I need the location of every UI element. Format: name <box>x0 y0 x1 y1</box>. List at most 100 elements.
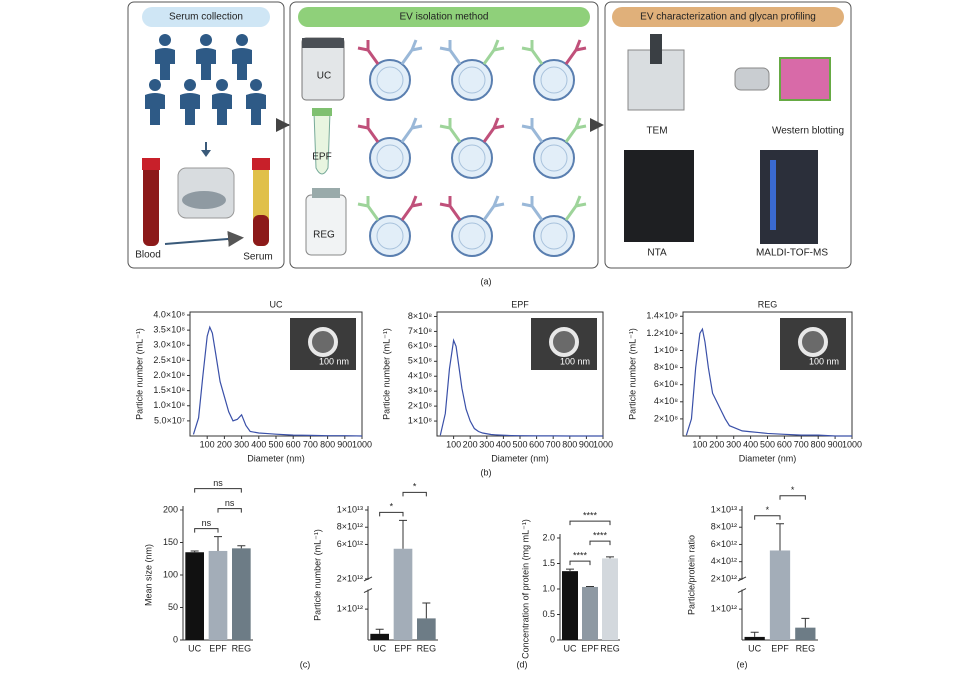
y-tick-label: 8×10⁸ <box>408 311 432 321</box>
y-tick-label: 2×10⁸ <box>408 400 432 410</box>
x-tick-label: 700 <box>303 439 318 449</box>
y-tick-label: 2×10¹² <box>337 573 363 583</box>
uc-machine <box>302 38 344 48</box>
y-tick-label: 1.5×10⁸ <box>153 385 185 395</box>
y-tick-label: 6×10¹² <box>337 539 363 549</box>
person <box>212 93 232 125</box>
x-tick-label: 700 <box>546 439 561 449</box>
panel-label: (e) <box>737 659 748 669</box>
nta-icon <box>624 150 694 242</box>
y-tick-label: 3×10⁸ <box>408 386 432 396</box>
glycan <box>400 117 423 143</box>
y-tick-label: 4×10¹² <box>711 556 737 566</box>
chart-title: UC <box>270 299 283 309</box>
y-tick-label: 1×10¹² <box>337 604 363 614</box>
glycan <box>400 39 423 65</box>
tube-cap <box>142 158 160 170</box>
sig-bracket <box>569 520 611 526</box>
y-tick-label: 6×10⁸ <box>654 379 678 389</box>
y-tick-label: 4×10⁸ <box>654 396 678 406</box>
y-tick-label: 50 <box>168 602 178 612</box>
bar <box>370 633 389 640</box>
glycan <box>439 40 462 65</box>
ev <box>376 66 404 94</box>
y-tick-label: 8×10¹² <box>337 522 363 532</box>
ev <box>458 222 486 250</box>
x-tick-label: 400 <box>496 439 511 449</box>
scale-bar-label: 100 nm <box>809 356 839 366</box>
y-tick-label: 2.0×10⁸ <box>153 370 185 380</box>
ev <box>458 66 486 94</box>
tem-inset <box>549 327 579 357</box>
y-tick-label: 1.0 <box>542 583 555 593</box>
y-tick-label: 0 <box>173 634 178 644</box>
person <box>149 79 161 91</box>
x-tick-label: 500 <box>760 439 775 449</box>
ev <box>533 137 575 179</box>
glycan <box>439 118 462 143</box>
ev <box>451 137 493 179</box>
reg-bottle <box>305 194 347 256</box>
x-tick-label: 300 <box>479 439 494 449</box>
sig-label: * <box>390 502 394 512</box>
y-tick-label: 8×10¹² <box>711 522 737 532</box>
x-tick-label: EPF <box>394 643 412 653</box>
y-tick-label: 1.5 <box>542 558 555 568</box>
sig-bracket <box>194 488 242 493</box>
ev <box>451 215 493 257</box>
error-bar <box>214 536 222 551</box>
glycan <box>521 40 544 65</box>
y-tick-label: 0.5 <box>542 609 555 619</box>
person <box>250 79 262 91</box>
axis-break <box>363 588 373 594</box>
bar <box>208 550 228 640</box>
maldi-icon <box>770 160 776 230</box>
y-axis-label: Particle/protein ratio <box>686 535 696 615</box>
y-tick-label: 5.0×10⁷ <box>154 415 185 425</box>
bar <box>232 548 251 640</box>
epf-tube <box>312 108 332 116</box>
x-tick-label: 900 <box>337 439 352 449</box>
ev <box>540 144 568 172</box>
bar <box>185 552 204 640</box>
y-tick-label: 2×10¹² <box>711 573 737 583</box>
epf-tube <box>313 111 331 175</box>
x-tick-label: 200 <box>463 439 478 449</box>
instrument-label: TEM <box>646 126 667 137</box>
header-pill <box>142 7 270 27</box>
ev <box>369 215 411 257</box>
people-icons <box>145 34 266 125</box>
y-tick-label: 1×10⁸ <box>408 415 432 425</box>
x-tick-label: UC <box>373 643 386 653</box>
y-axis-label: Mean size (nm) <box>143 544 153 606</box>
error-bar <box>399 519 407 549</box>
chart-title: REG <box>758 299 778 309</box>
method-label: UC <box>317 71 331 82</box>
x-tick-label: REG <box>417 643 437 653</box>
glycan <box>357 196 380 221</box>
sig-label: ns <box>225 498 235 508</box>
y-tick-label: 200 <box>163 504 178 514</box>
y-axis-label: Particle number (mL⁻¹) <box>134 328 144 420</box>
x-tick-label: 100 <box>446 439 461 449</box>
person <box>216 79 228 91</box>
sig-label: **** <box>593 530 608 540</box>
y-tick-label: 1.0×10⁸ <box>153 400 185 410</box>
ev <box>540 66 568 94</box>
y-axis-label: Particle number (mL⁻¹) <box>312 529 322 621</box>
x-axis-label: Diameter (nm) <box>739 453 797 463</box>
instrument-label: NTA <box>647 248 667 259</box>
x-tick-label: 900 <box>828 439 843 449</box>
ev <box>369 59 411 101</box>
person <box>184 79 196 91</box>
x-axis-label: Diameter (nm) <box>491 453 549 463</box>
x-tick-label: EPF <box>771 643 789 653</box>
arrow <box>590 118 604 132</box>
glycan <box>482 195 505 221</box>
y-tick-label: 2×10⁸ <box>654 413 678 423</box>
error-bar <box>237 545 246 549</box>
chart-title: EPF <box>511 299 529 309</box>
y-axis-label: Particle number (mL⁻¹) <box>381 328 391 420</box>
error-bar <box>606 556 614 559</box>
serum-tube <box>253 215 269 246</box>
